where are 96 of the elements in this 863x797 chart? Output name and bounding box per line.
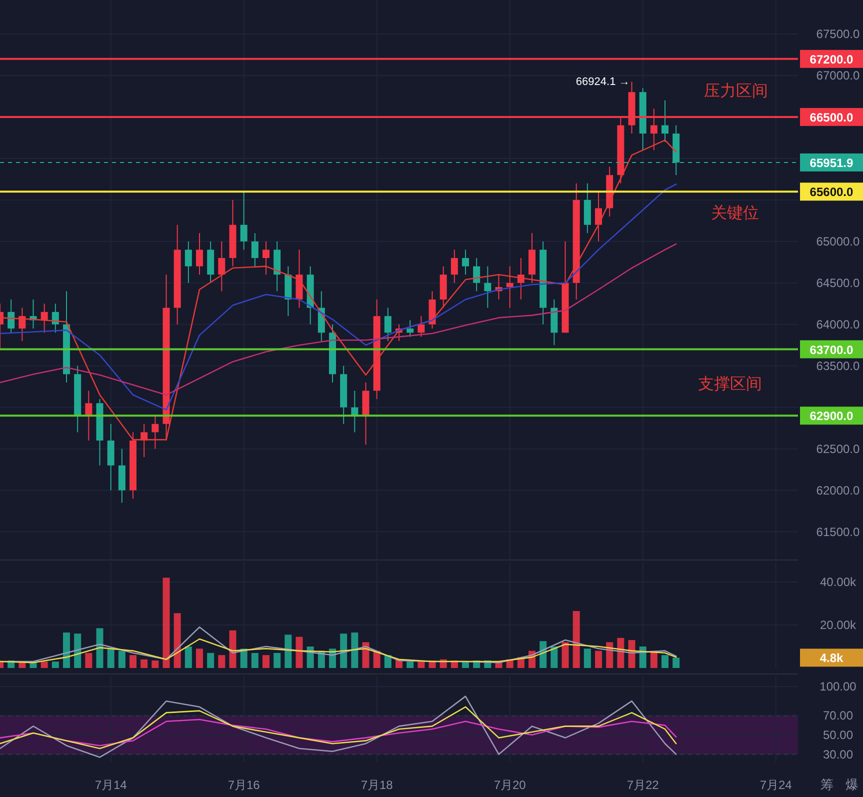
y-tick-label: 61500.0 [816, 524, 860, 539]
bar [617, 638, 624, 668]
bar [52, 662, 59, 668]
bar [196, 648, 203, 668]
text: 筹 [820, 777, 834, 792]
x-tick-label: 7月22 [626, 778, 660, 792]
candlestick [184, 240, 192, 284]
bar [218, 655, 226, 668]
bar [595, 650, 602, 668]
bar [85, 652, 92, 668]
candlestick [8, 298, 15, 334]
bar [418, 662, 425, 668]
bar [107, 648, 114, 668]
bar [96, 628, 104, 668]
bar [118, 650, 126, 668]
bar [662, 655, 668, 668]
annotation: 66924.1 → [576, 76, 630, 88]
bar [262, 655, 270, 668]
bar [340, 634, 348, 668]
y-tick-label: 20.00k [820, 618, 858, 632]
y-tick-label: 70.00 [822, 708, 854, 723]
candlestick [152, 415, 159, 450]
candlestick [484, 266, 492, 308]
x-tick-label: 7月14 [94, 778, 128, 792]
x-tick-label: 7月24 [760, 778, 792, 792]
candlestick [85, 390, 92, 442]
bar [672, 658, 680, 668]
bar [74, 634, 82, 668]
bar [130, 655, 136, 668]
candlestick [506, 266, 514, 308]
bar [628, 640, 636, 668]
annotation: 支撑区间 [698, 375, 762, 393]
bar [40, 662, 48, 668]
candlestick [218, 240, 226, 292]
y-tick-label: 100.00 [820, 680, 857, 694]
candlestick [418, 316, 425, 338]
bar [550, 646, 558, 668]
bar [63, 632, 70, 668]
annotation: 压力区间 [704, 82, 768, 100]
bar [406, 662, 414, 668]
bar [140, 659, 148, 668]
x-tick-label: 7月16 [228, 778, 260, 792]
text: 4.8k [820, 651, 844, 666]
bar [152, 660, 159, 668]
bar [584, 648, 591, 668]
y-tick-label: 40.00k [820, 574, 858, 589]
annotation: 关键位 [711, 204, 759, 222]
bar [207, 652, 214, 668]
y-tick-label: 67500.0 [816, 27, 860, 42]
candlestick [662, 100, 668, 142]
bar [462, 662, 469, 668]
bar [174, 613, 181, 668]
bar [362, 642, 370, 668]
bar [351, 632, 358, 668]
x-tick-label: 7月20 [494, 778, 526, 792]
y-tick-label: 63500.0 [816, 358, 860, 373]
y-tick-label: 64500.0 [816, 276, 860, 290]
bar [18, 662, 26, 668]
ref-line-label: 62900.0 [810, 409, 854, 424]
candlestick [262, 240, 270, 276]
bar [572, 611, 580, 668]
candlestick [40, 303, 48, 334]
y-tick-label: 64000.0 [816, 317, 860, 332]
candlestick [52, 303, 59, 334]
candlestick [462, 249, 469, 276]
ref-line-label: 63700.0 [810, 342, 854, 357]
ref-line-label: 65600.0 [810, 185, 854, 200]
candlestick [196, 232, 203, 276]
bar [562, 642, 569, 668]
ref-line-label: 67200.0 [810, 52, 854, 66]
y-tick-label: 62500.0 [816, 442, 860, 456]
bar [30, 662, 37, 668]
bar [284, 634, 292, 668]
candlestick [240, 191, 248, 250]
ref-line-label: 65951.9 [810, 156, 854, 170]
y-tick-label: 67000.0 [816, 68, 860, 82]
x-tick-label: 7月18 [360, 778, 394, 792]
text: 爆 [846, 777, 858, 792]
candlestick [251, 232, 258, 267]
candlestick [450, 249, 458, 284]
y-tick-label: 65000.0 [816, 234, 860, 248]
y-tick-label: 62000.0 [816, 483, 860, 498]
candlestick [18, 307, 26, 342]
bar [229, 630, 236, 668]
candlestick [473, 258, 480, 292]
bar [184, 646, 192, 668]
ref-line-label: 66500.0 [810, 110, 854, 124]
bar [296, 636, 303, 668]
candlestick [595, 191, 602, 242]
y-tick-label: 50.00 [822, 728, 854, 742]
bar [162, 578, 170, 668]
y-tick-label: 30.00 [822, 747, 854, 762]
bar [251, 652, 258, 668]
candlestick [384, 307, 392, 342]
bar [274, 652, 281, 668]
candlestick [406, 320, 414, 338]
